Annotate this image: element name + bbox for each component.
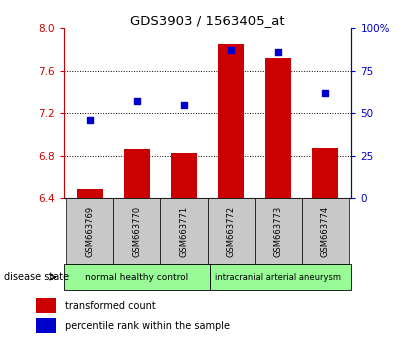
Bar (37, 318, 56, 333)
Text: disease state: disease state (4, 272, 69, 282)
Bar (255, 198, 302, 264)
Text: intracranial arterial aneurysm: intracranial arterial aneurysm (215, 273, 341, 281)
Bar (37, 298, 56, 313)
Bar (160, 198, 208, 264)
Title: GDS3903 / 1563405_at: GDS3903 / 1563405_at (130, 14, 285, 27)
Text: GSM663772: GSM663772 (226, 205, 236, 257)
Text: GSM663769: GSM663769 (85, 205, 94, 257)
Bar (218, 44, 244, 198)
Text: transformed count: transformed count (65, 301, 156, 311)
Bar (266, 58, 291, 198)
Point (134, 98, 140, 104)
Point (181, 102, 187, 108)
Text: GSM663770: GSM663770 (132, 205, 141, 257)
Bar (77, 189, 103, 198)
Bar (64, 264, 210, 290)
Text: GSM663771: GSM663771 (180, 205, 189, 257)
Bar (312, 148, 338, 198)
Bar (113, 198, 160, 264)
Text: GSM663773: GSM663773 (274, 205, 283, 257)
Point (322, 90, 329, 96)
Bar (124, 149, 150, 198)
Bar (66, 198, 113, 264)
Point (275, 49, 282, 55)
Bar (208, 198, 255, 264)
Bar (171, 153, 197, 198)
Bar (210, 264, 351, 290)
Point (228, 47, 234, 53)
Text: GSM663774: GSM663774 (321, 205, 330, 257)
Bar (302, 198, 349, 264)
Text: percentile rank within the sample: percentile rank within the sample (65, 321, 231, 331)
Text: normal healthy control: normal healthy control (85, 273, 188, 281)
Point (86, 117, 93, 123)
